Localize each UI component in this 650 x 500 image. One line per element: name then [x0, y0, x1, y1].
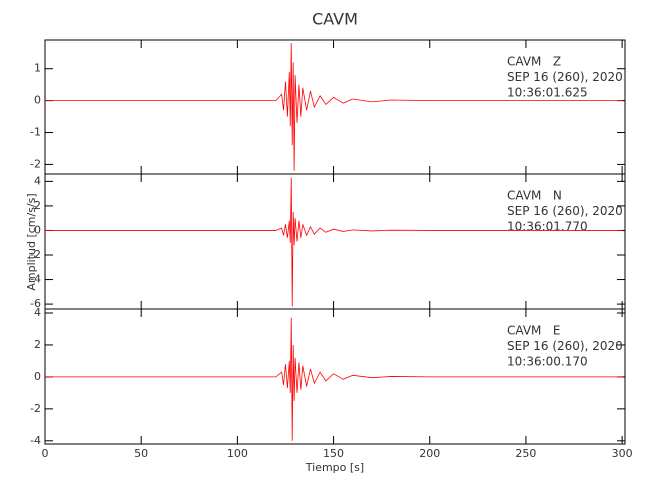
annotation: SEP 16 (260), 2020	[507, 70, 623, 84]
y-tick-label: 0	[34, 94, 41, 107]
y-tick-label: -6	[30, 297, 41, 310]
y-tick-label: 4	[34, 306, 41, 319]
y-tick-label: -4	[30, 273, 41, 286]
y-axis-label: Amplitud [cm/s/s]	[25, 193, 38, 290]
trace	[45, 43, 623, 171]
annotation: 10:36:01.625	[507, 86, 588, 100]
annotation: SEP 16 (260), 2020	[507, 204, 623, 218]
x-tick-label: 200	[419, 447, 440, 460]
y-tick-label: 1	[34, 62, 41, 75]
annotation: CAVM E	[507, 324, 560, 338]
x-axis-label: Tiempo [s]	[305, 461, 364, 474]
y-tick-label: 4	[34, 174, 41, 187]
trace	[45, 317, 623, 441]
x-tick-label: 0	[42, 447, 49, 460]
x-tick-label: 100	[227, 447, 248, 460]
y-tick-label: 2	[34, 199, 41, 212]
x-tick-label: 300	[612, 447, 633, 460]
annotation: CAVM Z	[507, 55, 561, 69]
x-tick-label: 50	[134, 447, 148, 460]
annotation: CAVM N	[507, 189, 562, 203]
y-tick-label: -2	[30, 157, 41, 170]
chart-title: CAVM	[312, 10, 358, 29]
x-tick-label: 250	[515, 447, 536, 460]
annotation: 10:36:01.770	[507, 220, 588, 234]
y-tick-label: 0	[34, 370, 41, 383]
annotation: SEP 16 (260), 2020	[507, 339, 623, 353]
y-tick-label: -4	[30, 434, 41, 447]
y-tick-label: 2	[34, 338, 41, 351]
y-tick-label: 0	[34, 223, 41, 236]
annotation: 10:36:00.170	[507, 355, 588, 369]
x-tick-label: 150	[323, 447, 344, 460]
y-tick-label: -1	[30, 126, 41, 139]
y-tick-label: -2	[30, 248, 41, 261]
y-tick-label: -2	[30, 402, 41, 415]
trace	[45, 177, 623, 307]
